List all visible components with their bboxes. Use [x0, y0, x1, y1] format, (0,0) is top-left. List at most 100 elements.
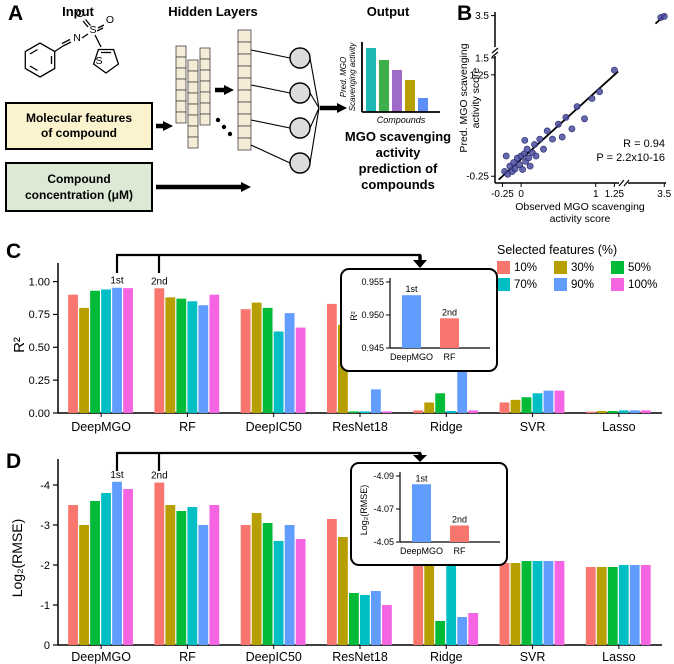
panel-b-label: B	[457, 2, 473, 25]
nn-layer-cell	[187, 59, 199, 72]
rank-label: 1st	[405, 284, 418, 294]
data-point	[660, 12, 668, 20]
bar-Lasso-90%	[629, 410, 640, 413]
nn-node	[289, 82, 311, 104]
category-label: DeepMGO	[390, 352, 433, 362]
output-mini-ylabel-line2: Scavenging activity	[348, 42, 357, 111]
y-tick-label: 0.950	[361, 310, 384, 320]
output-mini-bar	[366, 48, 376, 112]
atom-o-right-label: O	[106, 14, 114, 26]
bar-DeepMGO-30%	[79, 307, 89, 413]
bar-DeepMGO-90%	[112, 481, 122, 645]
c-inset-arrowhead	[413, 260, 427, 268]
bar-Ridge-70%	[446, 565, 457, 645]
bar-Lasso-70%	[618, 410, 629, 413]
bar-Ridge-30%	[424, 561, 435, 645]
flow-arrows	[156, 85, 347, 192]
rank-label: 1st	[110, 276, 124, 287]
data-point	[573, 103, 581, 110]
bar-DeepIC50-50%	[262, 307, 273, 413]
bar-SVR-10%	[499, 563, 510, 645]
nn-layer-cell	[199, 102, 211, 115]
bar-ResNet18-90%	[371, 389, 381, 413]
bar-Ridge-100%	[468, 410, 479, 413]
bar-Lasso-30%	[596, 411, 607, 413]
y-tick-label: -4.07	[373, 504, 394, 514]
nn-edge	[309, 107, 320, 129]
data-point	[516, 161, 523, 169]
y-tick-label: 1.5	[475, 53, 489, 64]
panel-c-label: C	[6, 240, 22, 263]
data-point	[540, 145, 547, 153]
bar-DeepMGO-10%	[68, 294, 78, 413]
data-point	[558, 133, 566, 141]
y-tick-label: 0.25	[29, 375, 50, 387]
neural-network	[175, 29, 320, 174]
bar-ResNet18-70%	[360, 411, 370, 413]
data-point	[549, 135, 556, 143]
axis-break-mark	[623, 179, 630, 187]
d-ylabel: Log₂(RMSE)	[9, 519, 25, 598]
data-point	[532, 152, 540, 160]
axis-break	[492, 47, 498, 56]
y-tick-label: 1.25	[470, 70, 490, 81]
data-point	[536, 135, 544, 143]
bar-Ridge-50%	[435, 393, 446, 413]
axis-break-mark	[491, 47, 499, 54]
data-point	[523, 145, 531, 153]
output-mini-bar	[418, 98, 428, 112]
bar-RF	[440, 318, 459, 348]
nn-layer-cell	[187, 103, 199, 116]
hidden-layers-heading: Hidden Layers	[168, 4, 258, 19]
bar-Lasso-50%	[607, 411, 618, 413]
bar-Ridge-90%	[457, 617, 468, 645]
bar-DeepMGO-90%	[112, 287, 122, 413]
legend-items: 10% 30% 50% 70% 90% 100%	[497, 261, 668, 291]
category-label: DeepMGO	[400, 546, 443, 556]
panel-d-inset-chart: -4.05 -4.07 -4.09 1st DeepMGO 2nd RF Log₂(RMSE)	[359, 471, 500, 556]
legend-label: 50%	[628, 261, 652, 274]
category-label: Ridge	[430, 420, 463, 434]
ellipsis-dot	[221, 124, 227, 130]
nn-layer-cell	[237, 41, 252, 55]
rank-label: 2nd	[151, 276, 168, 287]
features-box-line1: Molecular features	[26, 111, 132, 125]
data-point	[502, 152, 510, 160]
d-inset-arrowhead	[413, 455, 427, 462]
panel-c-inset-chart: 0.945 0.950 0.955 1st DeepMGO 2nd RF R²	[349, 277, 490, 362]
features-box-line2: of compound	[41, 126, 117, 140]
data-point	[543, 127, 551, 135]
legend-item-30%: 30%	[554, 261, 611, 274]
data-point	[519, 166, 526, 173]
p-value: P = 2.2x10-16	[596, 152, 665, 164]
nn-layer-cell	[175, 78, 187, 91]
nn-node	[289, 152, 311, 174]
nn-layer-cell	[175, 100, 187, 113]
nn-layer-cell	[175, 56, 187, 69]
y-tick-label: 0.955	[361, 277, 384, 287]
panel-a-label: A	[8, 2, 24, 25]
bar-Lasso-70%	[618, 565, 629, 645]
nn-layer-cell	[175, 67, 187, 80]
legend-swatch	[611, 278, 624, 291]
bar-RF-10%	[154, 288, 165, 413]
bar-Lasso-90%	[629, 565, 640, 645]
inset-ylabel: R²	[349, 311, 359, 321]
axis-break	[619, 181, 628, 186]
bar-SVR-70%	[532, 561, 543, 645]
category-label: ResNet18	[332, 650, 388, 664]
nn-edge	[309, 107, 320, 164]
nn-layer-cell	[199, 47, 211, 60]
data-point	[581, 115, 588, 123]
atom-s-label: S	[89, 24, 96, 36]
bar-SVR-30%	[510, 399, 521, 413]
panel-c-inset: 0.945 0.950 0.955 1st DeepMGO 2nd RF R²	[340, 268, 498, 372]
bar-Ridge-10%	[413, 563, 424, 645]
nn-layer-cell	[237, 29, 252, 43]
bar-RF-100%	[209, 294, 220, 413]
y-tick-label: 0.00	[29, 408, 50, 420]
nn-edge	[250, 84, 291, 94]
nn-layer-cell	[199, 91, 211, 104]
inset-ylabel: Log₂(RMSE)	[359, 485, 369, 536]
